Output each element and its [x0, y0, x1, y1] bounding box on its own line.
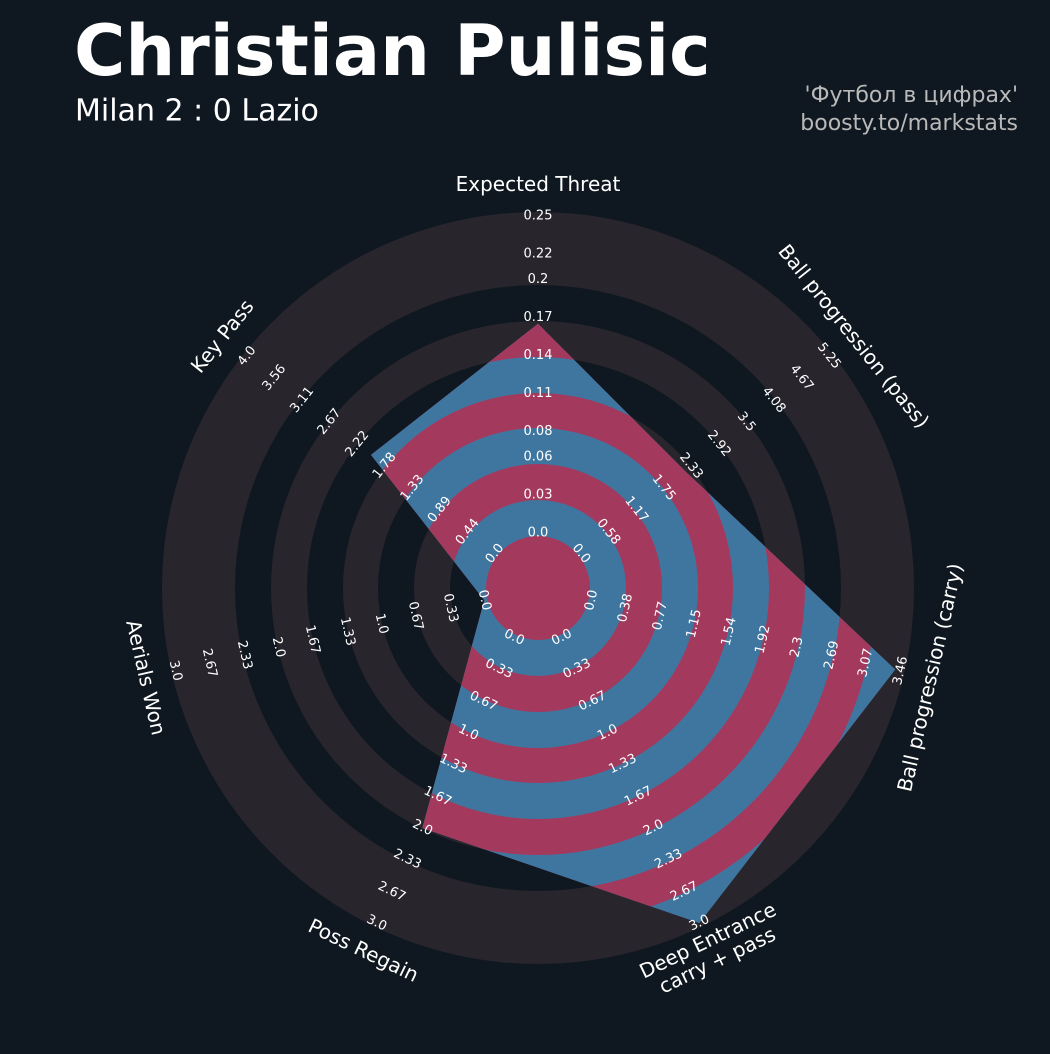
tick-label: 1.92 [753, 624, 774, 656]
tick-label: 0.77 [650, 600, 671, 632]
chart-subtitle: Milan 2 : 0 Lazio [75, 94, 319, 129]
tick-label: 2.33 [234, 639, 255, 671]
tick-label: 1.15 [684, 608, 705, 640]
tick-label: 3.46 [890, 655, 911, 687]
tick-label: 0.33 [440, 592, 461, 624]
tick-label: 2.0 [269, 636, 288, 660]
tick-label: 0.0 [582, 588, 601, 612]
tick-label: 0.67 [405, 600, 426, 632]
tick-label: 1.0 [372, 612, 391, 636]
tick-label: 1.67 [302, 624, 323, 656]
tick-label: 0.2 [528, 272, 549, 287]
tick-label: 0.11 [524, 386, 553, 401]
credit: boosty.to/markstats [800, 111, 1018, 136]
tick-label: 0.17 [524, 310, 553, 325]
tick-label: 0.0 [528, 526, 549, 541]
tick-label: 2.3 [787, 635, 806, 659]
tick-label: 1.54 [719, 616, 740, 648]
tick-label: 2.69 [821, 639, 842, 671]
tick-label: 0.06 [524, 449, 553, 464]
tick-label: 0.38 [615, 592, 636, 624]
tick-label: 3.0 [166, 659, 185, 683]
tick-label: 1.33 [337, 616, 358, 648]
tick-label: 0.0 [475, 588, 494, 612]
credit: 'Футбол в цифрах' [805, 83, 1018, 108]
tick-label: 0.22 [524, 247, 553, 262]
tick-label: 3.07 [855, 647, 876, 679]
chart-title: Christian Pulisic [74, 10, 711, 92]
tick-label: 2.67 [199, 647, 220, 679]
axis-label: Expected Threat [456, 172, 621, 196]
radar-ring [486, 536, 590, 640]
tick-label: 0.14 [524, 348, 553, 363]
tick-label: 0.03 [524, 487, 553, 502]
tick-label: 0.08 [524, 424, 553, 439]
tick-label: 0.25 [524, 209, 553, 224]
